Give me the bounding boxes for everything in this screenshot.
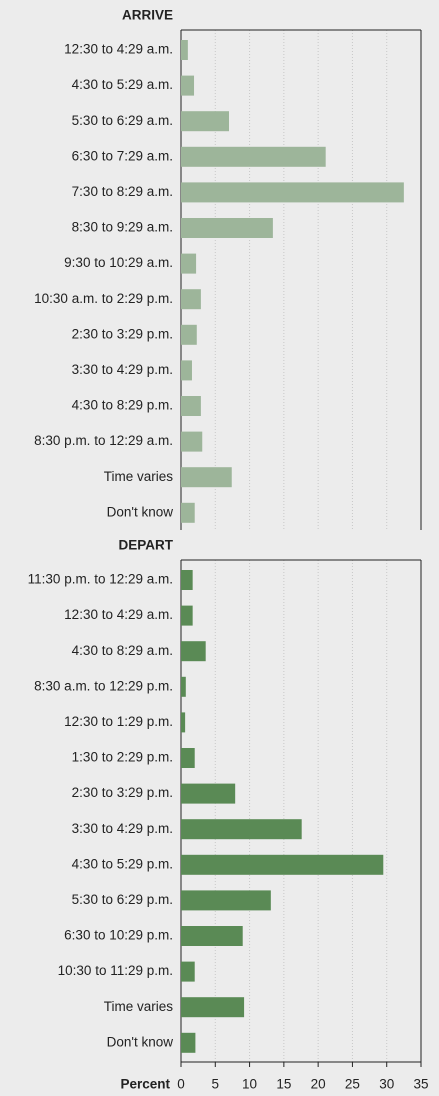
y-tick-label: Time varies — [104, 999, 174, 1014]
bar — [181, 748, 195, 768]
x-tick-label: 10 — [242, 1077, 257, 1092]
y-tick-label: 2:30 to 3:29 p.m. — [72, 326, 173, 341]
y-tick-label: 12:30 to 1:29 p.m. — [64, 714, 173, 729]
bar — [181, 677, 186, 697]
bar — [181, 432, 202, 452]
x-axis-label: Percent — [120, 1077, 170, 1092]
bar — [181, 1033, 195, 1053]
x-tick-label: 35 — [413, 1077, 428, 1092]
bar — [181, 76, 194, 96]
y-tick-label: 4:30 to 8:29 a.m. — [72, 643, 173, 658]
x-tick-label: 0 — [177, 1077, 185, 1092]
bar — [181, 784, 235, 804]
bar — [181, 396, 201, 416]
x-tick-label: 30 — [379, 1077, 394, 1092]
y-tick-label: 10:30 a.m. to 2:29 p.m. — [34, 291, 173, 306]
y-tick-label: Don't know — [107, 1034, 174, 1049]
chart: ARRIVE 12:30 to 4:29 a.m. 4:30 to 5:29 a.m… — [0, 0, 439, 1096]
bar — [181, 467, 232, 487]
y-tick-label: 10:30 to 11:29 p.m. — [58, 963, 173, 978]
x-tick-label: 5 — [212, 1077, 220, 1092]
bar — [181, 819, 302, 839]
bar — [181, 111, 229, 131]
bar — [181, 289, 201, 309]
bar — [181, 606, 193, 626]
y-tick-label: 4:30 to 5:29 a.m. — [72, 77, 173, 92]
bar — [181, 254, 196, 274]
y-tick-label: 6:30 to 7:29 a.m. — [72, 148, 173, 163]
y-tick-label: 4:30 to 5:29 p.m. — [72, 856, 173, 871]
y-tick-label: 12:30 to 4:29 a.m. — [64, 607, 173, 622]
bar — [181, 641, 206, 661]
x-tick-label: 25 — [345, 1077, 360, 1092]
y-tick-label: 5:30 to 6:29 a.m. — [72, 113, 173, 128]
bar — [181, 218, 273, 238]
y-tick-label: 8:30 p.m. to 12:29 a.m. — [34, 433, 173, 448]
bar — [181, 360, 192, 380]
panel-title: ARRIVE — [122, 8, 173, 23]
y-tick-label: 11:30 p.m. to 12:29 a.m. — [28, 572, 173, 587]
y-tick-label: 3:30 to 4:29 p.m. — [72, 821, 173, 836]
bar — [181, 997, 244, 1017]
y-tick-label: 5:30 to 6:29 p.m. — [72, 892, 173, 907]
y-tick-label: 8:30 a.m. to 12:29 p.m. — [34, 678, 173, 693]
y-tick-label: 12:30 to 4:29 a.m. — [64, 42, 173, 57]
y-tick-label: Don't know — [107, 504, 174, 519]
bar — [181, 570, 193, 590]
bar — [181, 147, 326, 167]
y-tick-label: 2:30 to 3:29 p.m. — [72, 785, 173, 800]
x-tick-label: 20 — [311, 1077, 326, 1092]
y-tick-label: 8:30 to 9:29 a.m. — [72, 220, 173, 235]
bar — [181, 926, 243, 946]
y-tick-label: 1:30 to 2:29 p.m. — [72, 750, 173, 765]
bar — [181, 182, 404, 202]
bar — [181, 855, 383, 875]
bar — [181, 40, 188, 60]
bar — [181, 890, 271, 910]
bar — [181, 712, 185, 732]
x-tick-label: 15 — [276, 1077, 291, 1092]
y-tick-label: Time varies — [104, 469, 174, 484]
y-tick-label: 6:30 to 10:29 p.m. — [64, 928, 173, 943]
bar — [181, 503, 195, 523]
bar — [181, 962, 195, 982]
panel-title: DEPART — [118, 538, 173, 553]
bar — [181, 325, 197, 345]
y-tick-label: 3:30 to 4:29 p.m. — [72, 362, 173, 377]
y-tick-label: 9:30 to 10:29 a.m. — [64, 255, 173, 270]
y-tick-label: 4:30 to 8:29 p.m. — [72, 398, 173, 413]
y-tick-label: 7:30 to 8:29 a.m. — [72, 184, 173, 199]
